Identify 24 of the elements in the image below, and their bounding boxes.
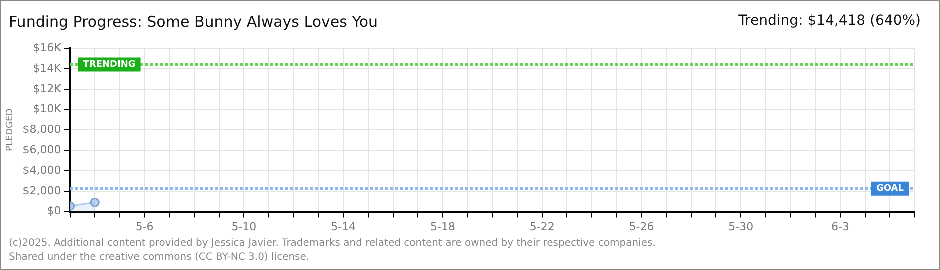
- y-tick-label: $6,000: [22, 143, 62, 156]
- y-tick-label: $2,000: [22, 184, 62, 198]
- y-tick-label: $8,000: [22, 123, 62, 136]
- y-axis-title: PLEDGED: [6, 108, 16, 152]
- ref-line-label: TRENDING: [83, 60, 136, 70]
- x-tick-label: 5-14: [331, 220, 356, 234]
- x-tick-label: 5-6: [136, 220, 154, 234]
- y-tick-label: $4,000: [22, 164, 62, 177]
- chart-subtitle: Trending: $14,418 (640%): [738, 13, 921, 29]
- y-tick-label: $12K: [33, 82, 62, 96]
- y-tick-label: $0: [47, 204, 62, 218]
- text: Shared under the creative commons (CC BY-NC 3.0) license.: [9, 251, 311, 265]
- ref-line-label: GOAL: [876, 184, 904, 194]
- x-tick-label: 5-30: [728, 220, 754, 234]
- x-tick-label: 6-3: [831, 220, 850, 234]
- chart-title: Funding Progress: Some Bunny Always Loves You: [9, 13, 378, 31]
- text: (c)2025. Additional content provided by Jessica Javier. Trademarks and related content are owned by their respective companies.: [9, 237, 656, 251]
- y-tick-label: $16K: [33, 41, 62, 54]
- x-tick-label: 5-22: [530, 220, 555, 234]
- x-tick-label: 5-10: [232, 220, 257, 234]
- y-tick-label: $10K: [33, 102, 62, 116]
- x-tick-label: 5-26: [629, 220, 654, 234]
- x-tick-label: 5-18: [430, 220, 456, 234]
- y-tick-label: $14K: [33, 62, 62, 75]
